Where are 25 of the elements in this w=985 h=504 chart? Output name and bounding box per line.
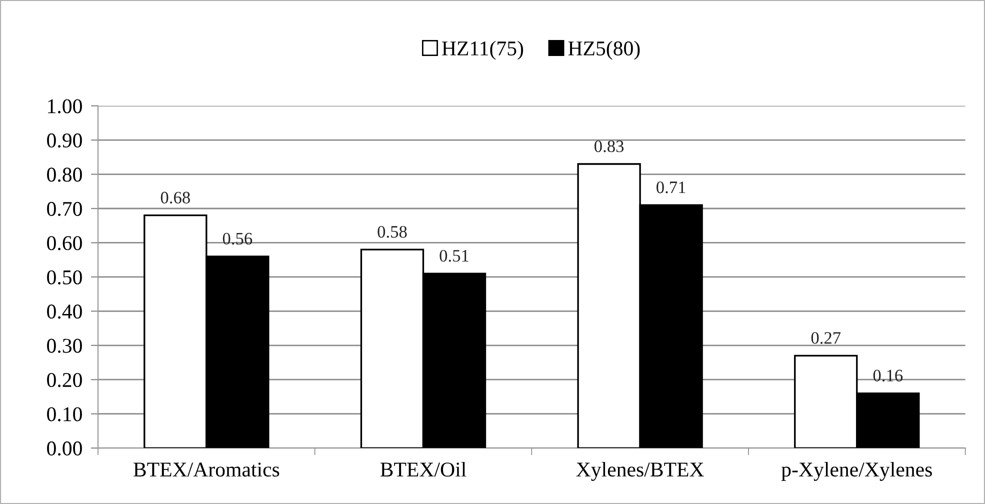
y-tick-label: 0.00 [47,441,82,456]
data-label: 0.27 [811,332,841,344]
y-tick-label: 0.20 [47,372,82,388]
x-tick-label: BTEX/Aromatics [134,462,280,477]
data-label: 0.56 [222,232,252,245]
legend-label: HZ5(80) [568,40,640,60]
data-label: 0.68 [160,192,190,204]
y-tick-label: 0.10 [47,407,82,422]
y-tick-label: 0.40 [47,304,82,319]
y-tick-label: 0.90 [47,133,82,148]
y-tick-label: 0.80 [47,168,82,182]
data-label: 0.58 [378,226,407,238]
data-label: 0.16 [873,370,903,382]
x-tick-label: BTEX/Oil [380,462,466,477]
x-tick-label: Xylenes/BTEX [576,462,704,481]
x-tick-label: p-Xylene/Xylenes [781,462,932,481]
y-tick-label: 0.50 [47,270,82,284]
data-label: 0.71 [656,182,686,194]
legend-label: HZ11(75) [442,40,524,60]
data-label: 0.83 [594,140,624,152]
y-tick-label: 0.30 [47,338,82,353]
y-tick-label: 0.60 [47,236,82,250]
y-tick-label: 1.00 [48,99,82,114]
y-tick-label: 0.70 [47,202,82,216]
data-label: 0.51 [440,250,468,262]
